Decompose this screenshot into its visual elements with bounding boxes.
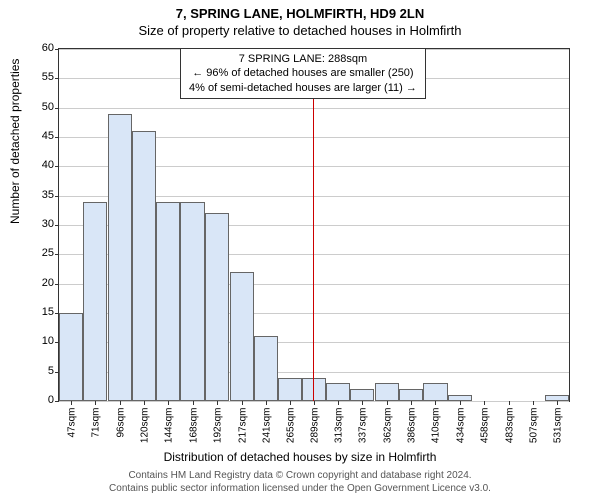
annotation-line2: ← 96% of detached houses are smaller (25… xyxy=(189,66,417,80)
xtick-mark xyxy=(168,401,169,405)
ytick-label: 15 xyxy=(24,306,54,318)
ytick-label: 30 xyxy=(24,218,54,230)
histogram-bar xyxy=(375,383,399,401)
xtick-label: 507sqm xyxy=(528,408,539,458)
histogram-bar xyxy=(180,202,204,401)
ytick-mark xyxy=(55,284,59,285)
xtick-mark xyxy=(95,401,96,405)
ytick-label: 20 xyxy=(24,277,54,289)
reference-line xyxy=(313,49,314,401)
ytick-label: 45 xyxy=(24,130,54,142)
ytick-label: 5 xyxy=(24,365,54,377)
xtick-label: 483sqm xyxy=(504,408,515,458)
histogram-bar xyxy=(108,114,132,401)
y-axis-label: Number of detached properties xyxy=(8,59,22,224)
ytick-mark xyxy=(55,401,59,402)
annotation-line1: 7 SPRING LANE: 288sqm xyxy=(189,52,417,66)
xtick-label: 120sqm xyxy=(140,408,151,458)
footer-copyright-1: Contains HM Land Registry data © Crown c… xyxy=(0,470,600,481)
histogram-bar xyxy=(205,213,229,401)
histogram-bar xyxy=(278,378,302,401)
ytick-mark xyxy=(55,166,59,167)
histogram-bar xyxy=(399,389,423,401)
histogram-bar xyxy=(156,202,180,401)
xtick-mark xyxy=(144,401,145,405)
xtick-mark xyxy=(338,401,339,405)
ytick-label: 50 xyxy=(24,101,54,113)
xtick-mark xyxy=(509,401,510,405)
ytick-mark xyxy=(55,225,59,226)
histogram-bar xyxy=(326,383,350,401)
ytick-label: 35 xyxy=(24,189,54,201)
ytick-label: 55 xyxy=(24,71,54,83)
footer-copyright-2: Contains public sector information licen… xyxy=(0,483,600,494)
xtick-mark xyxy=(266,401,267,405)
histogram-bar xyxy=(254,336,278,401)
plot-area xyxy=(58,48,570,402)
histogram-bar xyxy=(230,272,254,401)
grid-line xyxy=(59,108,569,109)
xtick-mark xyxy=(71,401,72,405)
ytick-mark xyxy=(55,196,59,197)
xtick-label: 47sqm xyxy=(67,408,78,458)
xtick-label: 434sqm xyxy=(455,408,466,458)
histogram-bar xyxy=(83,202,107,401)
ytick-mark xyxy=(55,137,59,138)
ytick-mark xyxy=(55,254,59,255)
histogram-bar xyxy=(350,389,374,401)
annotation-box: 7 SPRING LANE: 288sqm ← 96% of detached … xyxy=(180,48,426,99)
xtick-label: 362sqm xyxy=(383,408,394,458)
chart-subtitle: Size of property relative to detached ho… xyxy=(0,21,600,38)
xtick-mark xyxy=(460,401,461,405)
xtick-mark xyxy=(484,401,485,405)
xtick-mark xyxy=(242,401,243,405)
xtick-mark xyxy=(387,401,388,405)
xtick-label: 168sqm xyxy=(188,408,199,458)
chart-title-address: 7, SPRING LANE, HOLMFIRTH, HD9 2LN xyxy=(0,0,600,21)
ytick-label: 10 xyxy=(24,335,54,347)
xtick-mark xyxy=(435,401,436,405)
annotation-line3: 4% of semi-detached houses are larger (1… xyxy=(189,81,417,95)
histogram-bar xyxy=(59,313,83,401)
xtick-label: 458sqm xyxy=(479,408,490,458)
xtick-label: 531sqm xyxy=(552,408,563,458)
xtick-mark xyxy=(533,401,534,405)
ytick-mark xyxy=(55,78,59,79)
xtick-label: 289sqm xyxy=(310,408,321,458)
xtick-mark xyxy=(120,401,121,405)
xtick-label: 337sqm xyxy=(358,408,369,458)
ytick-label: 60 xyxy=(24,42,54,54)
histogram-bar xyxy=(423,383,447,401)
ytick-label: 40 xyxy=(24,159,54,171)
xtick-label: 144sqm xyxy=(164,408,175,458)
xtick-label: 410sqm xyxy=(431,408,442,458)
xtick-label: 192sqm xyxy=(212,408,223,458)
xtick-label: 241sqm xyxy=(261,408,272,458)
xtick-mark xyxy=(557,401,558,405)
xtick-label: 96sqm xyxy=(116,408,127,458)
xtick-mark xyxy=(290,401,291,405)
xtick-label: 313sqm xyxy=(334,408,345,458)
histogram-bar xyxy=(302,378,326,401)
ytick-mark xyxy=(55,108,59,109)
ytick-label: 0 xyxy=(24,394,54,406)
xtick-label: 217sqm xyxy=(237,408,248,458)
xtick-mark xyxy=(314,401,315,405)
xtick-label: 386sqm xyxy=(407,408,418,458)
histogram-bar xyxy=(132,131,156,401)
xtick-mark xyxy=(362,401,363,405)
xtick-mark xyxy=(193,401,194,405)
ytick-label: 25 xyxy=(24,247,54,259)
xtick-mark xyxy=(411,401,412,405)
xtick-label: 265sqm xyxy=(285,408,296,458)
xtick-label: 71sqm xyxy=(91,408,102,458)
xtick-mark xyxy=(217,401,218,405)
ytick-mark xyxy=(55,49,59,50)
